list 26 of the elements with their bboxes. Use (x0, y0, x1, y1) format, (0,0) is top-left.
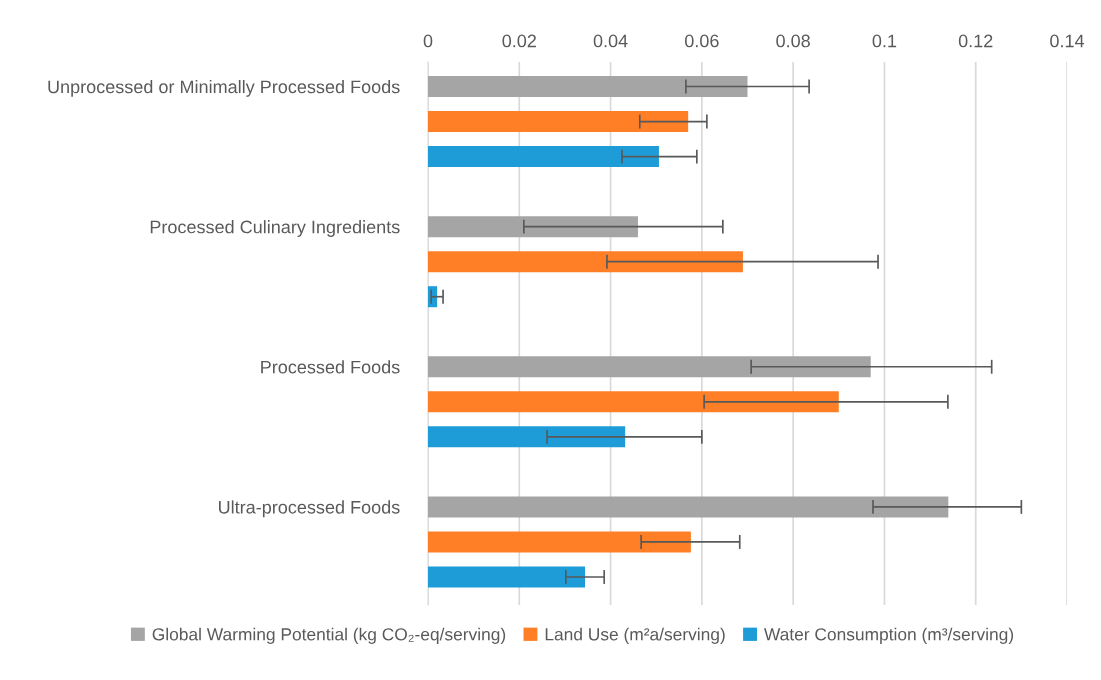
x-tick-label: 0.14 (1050, 34, 1085, 48)
legend-label: Land Use (m²a/serving) (545, 627, 725, 644)
bar (428, 76, 748, 98)
bar (428, 356, 871, 378)
bar (428, 566, 586, 588)
bar (428, 251, 743, 273)
bar (428, 146, 659, 168)
bar (428, 426, 626, 448)
x-tick-label: 0.06 (684, 34, 719, 48)
bar (428, 111, 689, 133)
x-tick-label: 0.08 (776, 34, 810, 48)
bar (428, 496, 949, 518)
bar (428, 216, 638, 238)
y-tick-label: Processed Foods (261, 360, 400, 374)
x-tick-label: 0.04 (593, 34, 628, 48)
bar (428, 531, 691, 553)
x-tick-label: 0.12 (958, 34, 993, 48)
y-tick-label: Processed Culinary Ingredients (150, 220, 400, 237)
legend-label: Water Consumption (m³/serving) (764, 627, 1014, 644)
y-tick-label: Ultra-processed Foods (218, 500, 400, 518)
bar (428, 391, 839, 413)
x-tick-label: 0.02 (502, 34, 536, 48)
legend-label: Global Warming Potential (kg CO₂-eq/serving) (152, 627, 506, 644)
y-tick-label: Unprocessed or Minimally Processed Foods (48, 79, 400, 97)
x-tick-label: 0 (423, 34, 433, 48)
x-tick-label: 0.1 (872, 34, 897, 48)
